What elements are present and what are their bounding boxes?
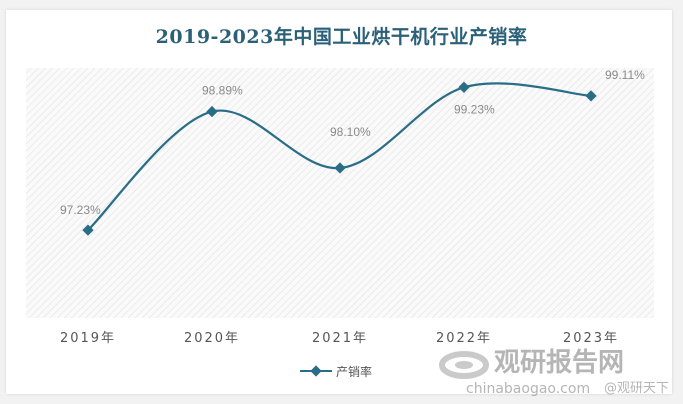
legend: 产销率 <box>300 364 372 379</box>
legend-label: 产销率 <box>336 364 372 379</box>
x-tick-label: 2019年 <box>60 331 116 346</box>
data-label: 98.10% <box>330 125 371 139</box>
data-label: 99.11% <box>605 68 645 82</box>
plot-area <box>26 68 654 318</box>
x-tick-label: 2020年 <box>184 331 240 346</box>
data-point <box>334 162 346 174</box>
x-tick-label: 2021年 <box>312 331 368 346</box>
watermark-logo <box>438 350 490 380</box>
data-label: 98.89% <box>202 84 243 98</box>
x-tick-label: 2023年 <box>563 331 619 346</box>
watermark-brand: 观研报告网 <box>494 348 625 378</box>
x-tick-label: 2022年 <box>436 331 492 346</box>
watermark-handle: @观研天下 <box>604 381 670 396</box>
data-label: 99.23% <box>454 102 495 116</box>
chart-title: 2019-2023年中国工业烘干机行业产销率 <box>155 26 528 48</box>
watermark-url: chinabaogao.com <box>466 381 591 397</box>
legend-marker <box>310 365 322 377</box>
data-label: 97.23% <box>60 203 101 217</box>
